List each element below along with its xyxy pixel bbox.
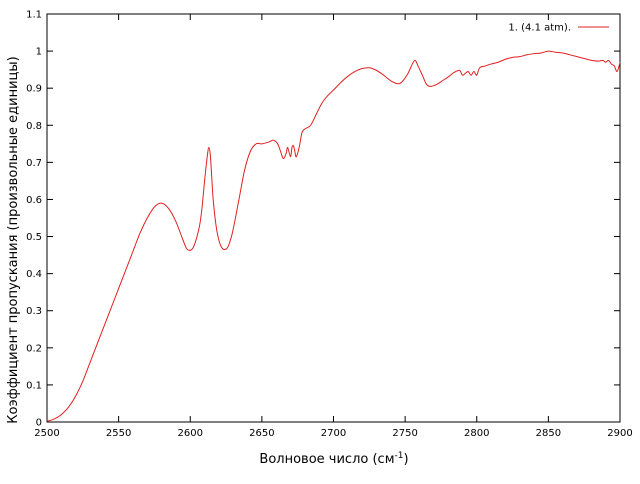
legend-label: 1. (4.1 atm). — [508, 23, 571, 34]
y-tick-label: 1 — [36, 47, 42, 58]
series-line — [46, 50, 621, 422]
series-layer — [46, 50, 621, 422]
y-tick-label: 0.6 — [26, 195, 42, 206]
y-tick-label: 0.8 — [26, 121, 42, 132]
y-tick-label: 0.3 — [26, 306, 42, 317]
y-axis-title: Коэффициент пропускания (произвольные ед… — [6, 56, 21, 423]
x-tick-label: 2500 — [34, 428, 59, 439]
y-tick-label: 0 — [36, 418, 42, 429]
x-tick-label: 2900 — [607, 428, 632, 439]
x-tick-label: 2700 — [321, 428, 346, 439]
y-tick-label: 0.4 — [26, 269, 42, 280]
x-axis-title: Волновое число (см-1) — [259, 451, 408, 467]
y-tick-label: 0.9 — [26, 84, 42, 95]
legend: 1. (4.1 atm). — [508, 23, 609, 34]
y-tick-label: 0.2 — [26, 343, 42, 354]
x-axis-title-main: Волновое число (см — [259, 452, 394, 467]
axis-ticks: 2500 2550 2600 2650 2700 2750 2800 2850 2900 0 0.1… — [26, 10, 633, 440]
x-tick-label: 2850 — [536, 428, 561, 439]
x-axis-title-superscript: -1 — [395, 451, 404, 461]
y-tick-label: 0.7 — [26, 158, 42, 169]
y-tick-label: 0.1 — [26, 380, 42, 391]
x-tick-label: 2600 — [178, 428, 203, 439]
y-tick-label: 0.5 — [26, 232, 42, 243]
plot-border — [46, 13, 621, 423]
x-tick-label: 2750 — [392, 428, 417, 439]
x-tick-label: 2650 — [249, 428, 274, 439]
x-tick-label: 2800 — [464, 428, 489, 439]
x-axis-title-suffix: ) — [403, 452, 408, 467]
y-tick-label: 1.1 — [26, 10, 42, 21]
x-tick-label: 2550 — [106, 428, 131, 439]
plot-frame — [46, 13, 621, 423]
